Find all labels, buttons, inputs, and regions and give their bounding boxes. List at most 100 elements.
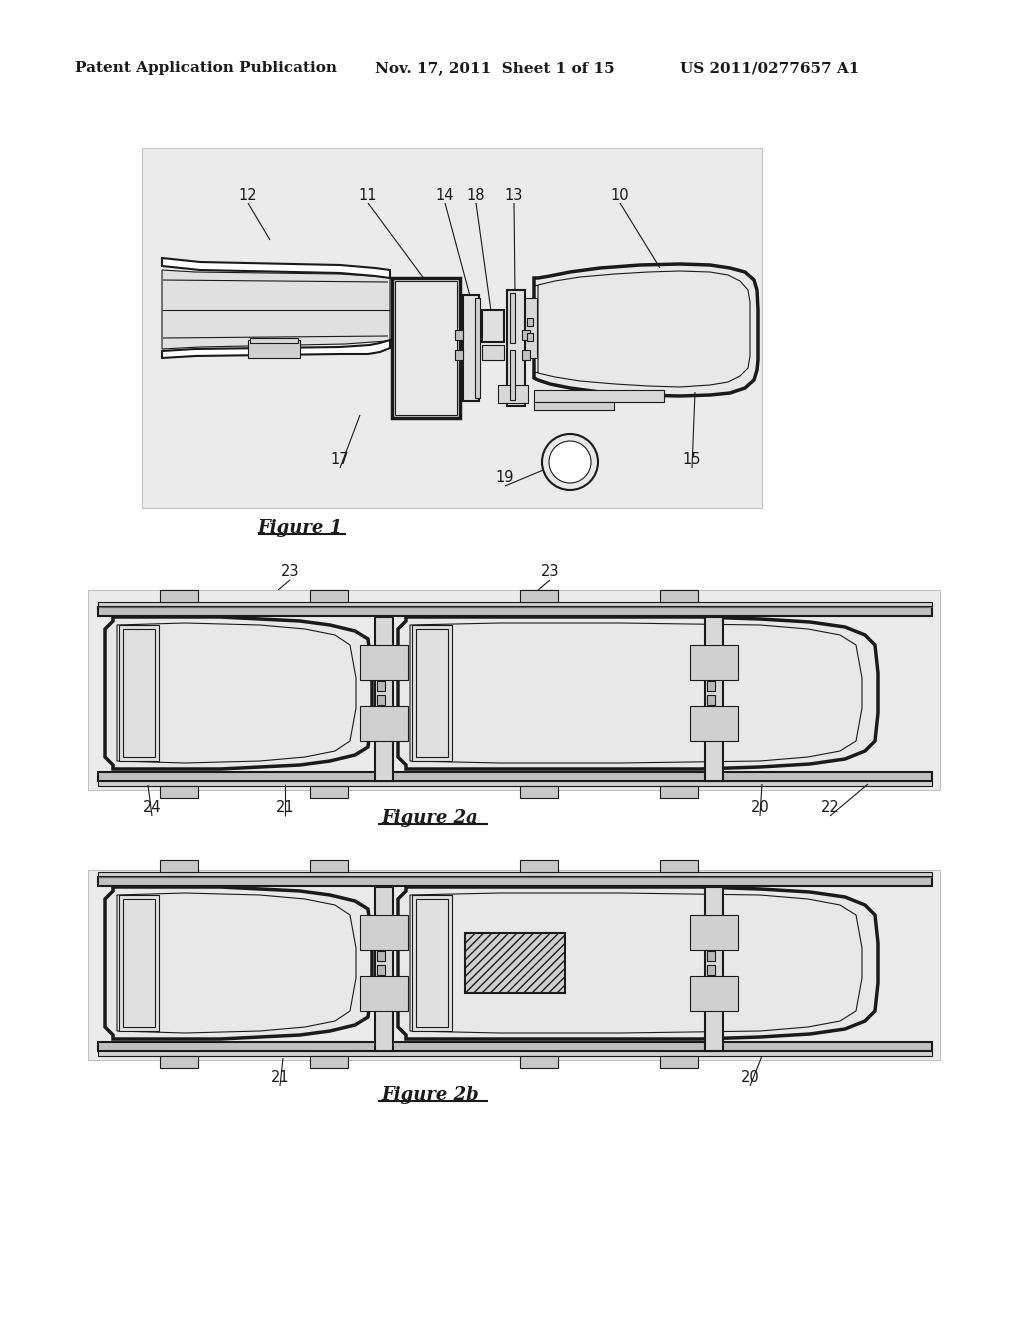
- Circle shape: [549, 441, 591, 483]
- Text: Figure 2b: Figure 2b: [381, 1086, 479, 1104]
- Bar: [375, 616, 393, 781]
- Bar: [160, 861, 198, 873]
- Bar: [705, 616, 723, 781]
- Bar: [660, 785, 698, 799]
- Bar: [142, 148, 762, 508]
- Bar: [507, 290, 525, 407]
- Bar: [416, 899, 449, 1027]
- Text: 23: 23: [281, 565, 299, 579]
- Bar: [455, 330, 463, 341]
- Text: 18: 18: [467, 187, 485, 202]
- Text: 19: 19: [496, 470, 514, 486]
- Bar: [250, 338, 298, 343]
- Bar: [707, 681, 715, 690]
- Text: 24: 24: [142, 800, 162, 816]
- Text: 13: 13: [505, 187, 523, 202]
- Bar: [482, 310, 504, 342]
- Bar: [377, 965, 385, 975]
- Bar: [395, 281, 457, 414]
- Bar: [520, 1056, 558, 1068]
- Bar: [510, 350, 515, 400]
- Bar: [527, 318, 534, 326]
- Text: 14: 14: [436, 187, 455, 202]
- Bar: [123, 899, 155, 1027]
- Bar: [160, 1056, 198, 1068]
- Bar: [310, 785, 348, 799]
- Bar: [534, 389, 664, 403]
- Bar: [527, 333, 534, 341]
- Bar: [660, 590, 698, 602]
- Text: 15: 15: [683, 453, 701, 467]
- Bar: [360, 915, 408, 950]
- Bar: [123, 630, 155, 756]
- Bar: [88, 590, 940, 789]
- Text: 12: 12: [239, 187, 257, 202]
- Polygon shape: [398, 616, 878, 770]
- Bar: [520, 861, 558, 873]
- Bar: [98, 1051, 932, 1056]
- Bar: [310, 1056, 348, 1068]
- Bar: [522, 350, 530, 360]
- Bar: [119, 624, 159, 762]
- Bar: [392, 279, 460, 418]
- Bar: [119, 895, 159, 1031]
- Bar: [360, 706, 408, 741]
- Bar: [498, 385, 528, 403]
- Bar: [525, 298, 537, 358]
- Bar: [160, 590, 198, 602]
- Text: 21: 21: [270, 1071, 290, 1085]
- Text: 11: 11: [358, 187, 377, 202]
- Polygon shape: [398, 887, 878, 1039]
- Text: 22: 22: [820, 800, 840, 816]
- Text: 23: 23: [541, 565, 559, 579]
- Bar: [377, 696, 385, 705]
- Bar: [707, 965, 715, 975]
- Bar: [520, 785, 558, 799]
- Bar: [98, 781, 932, 785]
- Bar: [482, 345, 504, 360]
- Bar: [705, 887, 723, 1051]
- Bar: [465, 933, 565, 993]
- Bar: [98, 602, 932, 607]
- Bar: [310, 590, 348, 602]
- Bar: [360, 975, 408, 1011]
- Polygon shape: [162, 341, 390, 358]
- Bar: [375, 887, 393, 1051]
- Bar: [88, 870, 940, 1060]
- Bar: [475, 298, 480, 399]
- Bar: [98, 873, 932, 876]
- Bar: [248, 341, 300, 358]
- Bar: [377, 950, 385, 961]
- Bar: [160, 785, 198, 799]
- Bar: [520, 590, 558, 602]
- Bar: [98, 1041, 932, 1051]
- Text: 10: 10: [610, 187, 630, 202]
- Bar: [310, 861, 348, 873]
- Bar: [534, 403, 614, 411]
- Bar: [98, 876, 932, 886]
- Bar: [412, 624, 452, 762]
- Bar: [412, 895, 452, 1031]
- Bar: [455, 350, 463, 360]
- Text: Figure 1: Figure 1: [257, 519, 343, 537]
- Text: US 2011/0277657 A1: US 2011/0277657 A1: [680, 61, 859, 75]
- Bar: [98, 772, 932, 781]
- Polygon shape: [534, 264, 758, 396]
- Bar: [416, 630, 449, 756]
- Bar: [660, 1056, 698, 1068]
- Polygon shape: [105, 887, 372, 1039]
- Polygon shape: [105, 616, 372, 770]
- Text: Figure 2a: Figure 2a: [382, 809, 478, 828]
- Bar: [707, 950, 715, 961]
- Text: 20: 20: [740, 1071, 760, 1085]
- Text: 17: 17: [331, 453, 349, 467]
- Circle shape: [542, 434, 598, 490]
- Bar: [690, 915, 738, 950]
- Text: Nov. 17, 2011  Sheet 1 of 15: Nov. 17, 2011 Sheet 1 of 15: [375, 61, 614, 75]
- Bar: [98, 607, 932, 616]
- Bar: [360, 645, 408, 680]
- Bar: [660, 861, 698, 873]
- Bar: [463, 294, 479, 401]
- Bar: [690, 975, 738, 1011]
- Bar: [707, 696, 715, 705]
